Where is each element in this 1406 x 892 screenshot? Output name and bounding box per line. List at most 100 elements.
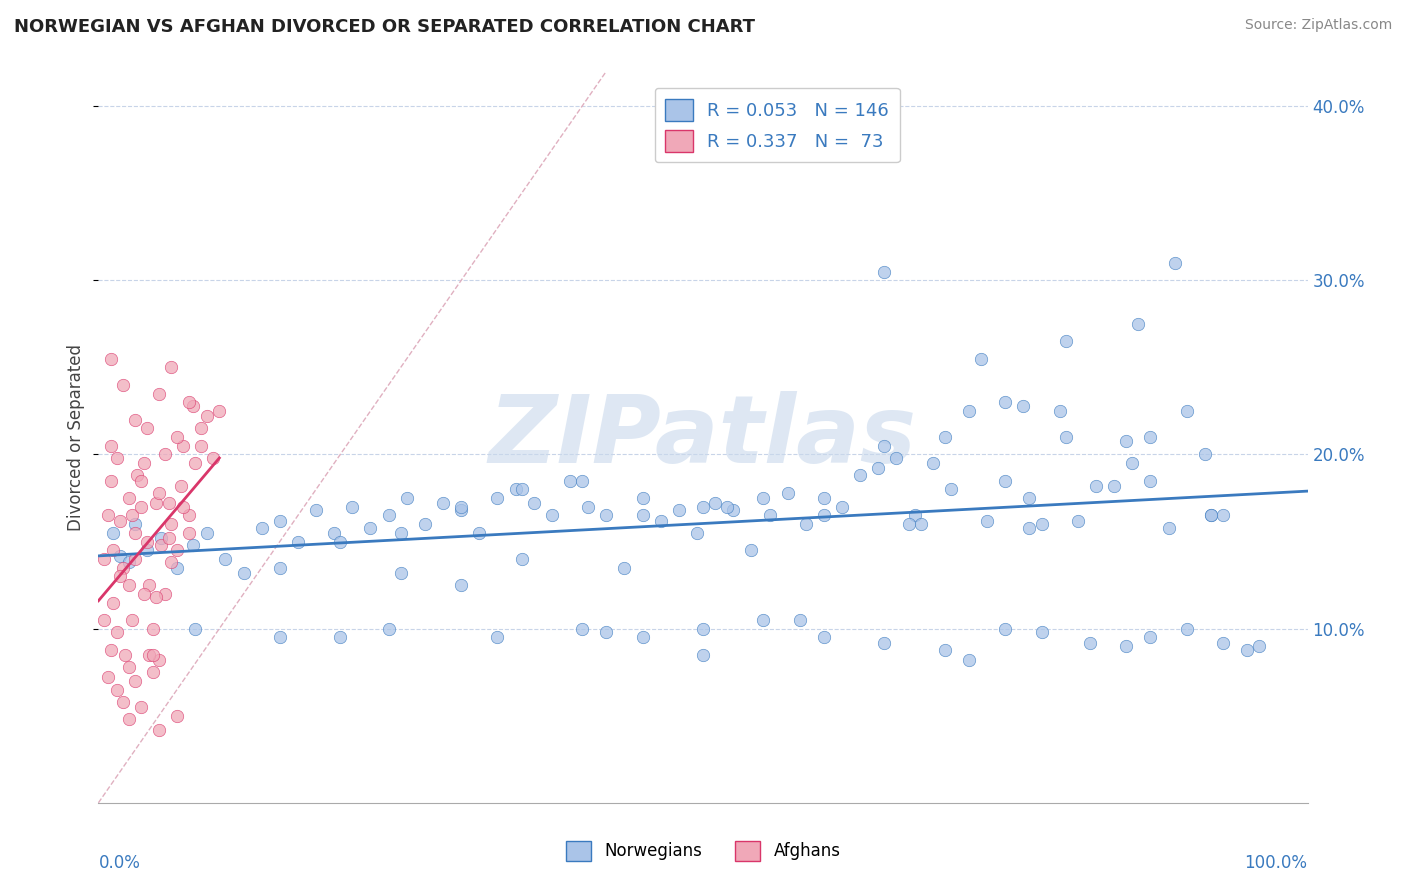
Point	[342, 500, 364, 514]
Point	[124, 525, 146, 540]
Point	[668, 503, 690, 517]
Point	[1175, 404, 1198, 418]
Point	[740, 543, 762, 558]
Point	[558, 474, 581, 488]
Point	[1163, 256, 1185, 270]
Point	[510, 552, 533, 566]
Point	[142, 665, 165, 680]
Point	[179, 508, 201, 523]
Point	[160, 556, 183, 570]
Point	[813, 631, 835, 645]
Point	[100, 439, 122, 453]
Point	[134, 456, 156, 470]
Point	[250, 521, 273, 535]
Point	[571, 474, 593, 488]
Point	[135, 543, 157, 558]
Point	[1139, 631, 1161, 645]
Point	[323, 525, 346, 540]
Point	[124, 517, 146, 532]
Point	[157, 496, 180, 510]
Point	[157, 531, 180, 545]
Legend: Norwegians, Afghans: Norwegians, Afghans	[560, 834, 846, 868]
Point	[108, 549, 131, 563]
Point	[97, 670, 120, 684]
Point	[395, 491, 418, 505]
Point	[118, 578, 141, 592]
Point	[160, 517, 183, 532]
Point	[1236, 642, 1258, 657]
Point	[121, 508, 143, 523]
Point	[1157, 521, 1180, 535]
Point	[450, 578, 472, 592]
Point	[794, 517, 817, 532]
Point	[692, 622, 714, 636]
Point	[486, 631, 509, 645]
Point	[1102, 479, 1125, 493]
Point	[468, 525, 491, 540]
Point	[124, 552, 146, 566]
Point	[138, 648, 160, 662]
Point	[195, 525, 218, 540]
Point	[148, 485, 170, 500]
Point	[758, 508, 780, 523]
Point	[329, 534, 352, 549]
Point	[813, 508, 835, 523]
Point	[153, 587, 176, 601]
Point	[752, 613, 775, 627]
Point	[108, 569, 131, 583]
Point	[595, 508, 617, 523]
Point	[450, 500, 472, 514]
Point	[723, 503, 745, 517]
Point	[135, 421, 157, 435]
Point	[934, 642, 956, 657]
Point	[153, 448, 176, 462]
Point	[93, 552, 115, 566]
Point	[716, 500, 738, 514]
Point	[1018, 521, 1040, 535]
Point	[450, 503, 472, 517]
Point	[129, 474, 152, 488]
Point	[118, 491, 141, 505]
Point	[510, 483, 533, 497]
Point	[172, 500, 194, 514]
Point	[150, 531, 173, 545]
Point	[970, 351, 993, 366]
Point	[873, 265, 896, 279]
Point	[389, 566, 412, 580]
Point	[1175, 622, 1198, 636]
Point	[142, 648, 165, 662]
Point	[148, 723, 170, 737]
Point	[118, 660, 141, 674]
Point	[650, 514, 672, 528]
Point	[1085, 479, 1108, 493]
Point	[1012, 399, 1035, 413]
Point	[111, 695, 134, 709]
Point	[631, 631, 654, 645]
Text: 100.0%: 100.0%	[1244, 854, 1308, 872]
Point	[142, 622, 165, 636]
Point	[101, 595, 124, 609]
Point	[1199, 508, 1222, 523]
Y-axis label: Divorced or Separated: Divorced or Separated	[67, 343, 86, 531]
Point	[195, 409, 218, 424]
Point	[105, 450, 128, 465]
Point	[868, 461, 890, 475]
Point	[873, 635, 896, 649]
Point	[692, 648, 714, 662]
Point	[145, 496, 167, 510]
Point	[145, 591, 167, 605]
Point	[939, 483, 962, 497]
Point	[166, 708, 188, 723]
Point	[101, 543, 124, 558]
Point	[1128, 317, 1150, 331]
Point	[886, 450, 908, 465]
Text: 0.0%: 0.0%	[98, 854, 141, 872]
Point	[613, 560, 636, 574]
Point	[166, 543, 188, 558]
Point	[118, 712, 141, 726]
Point	[111, 377, 134, 392]
Point	[1067, 514, 1090, 528]
Point	[813, 491, 835, 505]
Point	[377, 508, 399, 523]
Point	[849, 468, 872, 483]
